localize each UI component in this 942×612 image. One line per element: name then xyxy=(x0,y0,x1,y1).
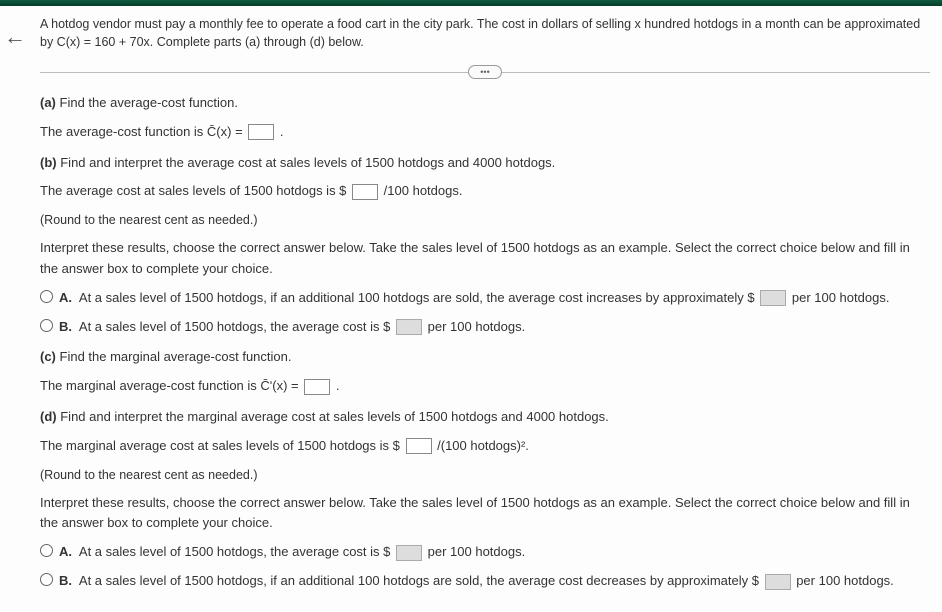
part-b-label: (b) xyxy=(40,155,57,170)
part-b-radio-a[interactable] xyxy=(40,290,53,303)
part-d-input[interactable] xyxy=(406,438,432,454)
part-b-answer-line: The average cost at sales levels of 1500… xyxy=(40,181,930,202)
part-b-line-pre: The average cost at sales levels of 1500… xyxy=(40,183,346,198)
part-c-prompt: (c) Find the marginal average-cost funct… xyxy=(40,347,930,368)
choice-label: A. xyxy=(59,544,72,559)
part-d-interpret: Interpret these results, choose the corr… xyxy=(40,493,930,535)
part-b-choice-a-text: A. At a sales level of 1500 hotdogs, if … xyxy=(59,288,889,309)
choice-pre: At a sales level of 1500 hotdogs, if an … xyxy=(79,290,755,305)
part-d-choice-b-input[interactable] xyxy=(765,574,791,590)
part-b-choice-b-input[interactable] xyxy=(396,319,422,335)
part-b-choice-a-input[interactable] xyxy=(760,290,786,306)
part-d-choice-b-text: B. At a sales level of 1500 hotdogs, if … xyxy=(59,571,894,592)
part-c: (c) Find the marginal average-cost funct… xyxy=(40,347,930,397)
back-arrow-icon[interactable]: ← xyxy=(4,24,26,50)
question-page: A hotdog vendor must pay a monthly fee t… xyxy=(0,6,942,612)
part-b-interpret: Interpret these results, choose the corr… xyxy=(40,238,930,280)
part-a-input[interactable] xyxy=(248,124,274,140)
part-b-choices: A. At a sales level of 1500 hotdogs, if … xyxy=(40,288,930,338)
part-d-choice-b: B. At a sales level of 1500 hotdogs, if … xyxy=(40,571,930,592)
part-b-round-hint: (Round to the nearest cent as needed.) xyxy=(40,210,930,230)
part-d-prompt: (d) Find and interpret the marginal aver… xyxy=(40,407,930,428)
part-d-choices: A. At a sales level of 1500 hotdogs, the… xyxy=(40,542,930,592)
part-d-radio-b[interactable] xyxy=(40,573,53,586)
part-b-choice-b-text: B. At a sales level of 1500 hotdogs, the… xyxy=(59,317,525,338)
part-c-line-post: . xyxy=(336,378,340,393)
part-c-answer-line: The marginal average-cost function is C̄… xyxy=(40,376,930,397)
expand-pill[interactable]: ••• xyxy=(468,65,502,79)
part-d-line-pre: The marginal average cost at sales level… xyxy=(40,438,400,453)
problem-intro: A hotdog vendor must pay a monthly fee t… xyxy=(40,16,930,51)
part-a: (a) Find the average-cost function. The … xyxy=(40,93,930,143)
part-d-line-post: /(100 hotdogs)². xyxy=(437,438,529,453)
part-d-round-hint: (Round to the nearest cent as needed.) xyxy=(40,465,930,485)
part-c-text: Find the marginal average-cost function. xyxy=(60,349,292,364)
part-c-line-pre: The marginal average-cost function is xyxy=(40,378,260,393)
part-a-answer-line: The average-cost function is C̄(x) = . xyxy=(40,122,930,143)
part-d-radio-a[interactable] xyxy=(40,544,53,557)
choice-label: B. xyxy=(59,573,72,588)
choice-pre: At a sales level of 1500 hotdogs, if an … xyxy=(79,573,759,588)
part-b-choice-b: B. At a sales level of 1500 hotdogs, the… xyxy=(40,317,930,338)
choice-post: per 100 hotdogs. xyxy=(792,290,890,305)
divider: ••• xyxy=(40,65,930,79)
choice-post: per 100 hotdogs. xyxy=(428,319,526,334)
choice-label: B. xyxy=(59,319,72,334)
part-c-input[interactable] xyxy=(304,379,330,395)
part-a-line-post: . xyxy=(280,124,284,139)
part-b-text: Find and interpret the average cost at s… xyxy=(60,155,555,170)
choice-post: per 100 hotdogs. xyxy=(428,544,526,559)
part-d-label: (d) xyxy=(40,409,57,424)
part-d: (d) Find and interpret the marginal aver… xyxy=(40,407,930,592)
choice-pre: At a sales level of 1500 hotdogs, the av… xyxy=(79,319,390,334)
part-d-text: Find and interpret the marginal average … xyxy=(60,409,609,424)
part-c-label: (c) xyxy=(40,349,56,364)
choice-post: per 100 hotdogs. xyxy=(796,573,894,588)
part-b-choice-a: A. At a sales level of 1500 hotdogs, if … xyxy=(40,288,930,309)
part-d-choice-a: A. At a sales level of 1500 hotdogs, the… xyxy=(40,542,930,563)
part-a-line-pre: The average-cost function is xyxy=(40,124,207,139)
part-b-radio-b[interactable] xyxy=(40,319,53,332)
part-d-answer-line: The marginal average cost at sales level… xyxy=(40,436,930,457)
part-d-choice-a-text: A. At a sales level of 1500 hotdogs, the… xyxy=(59,542,525,563)
part-a-func: C̄(x) = xyxy=(207,124,246,139)
part-a-prompt: (a) Find the average-cost function. xyxy=(40,93,930,114)
part-a-label: (a) xyxy=(40,95,56,110)
part-b: (b) Find and interpret the average cost … xyxy=(40,153,930,338)
part-b-line-post: /100 hotdogs. xyxy=(384,183,463,198)
choice-label: A. xyxy=(59,290,72,305)
part-a-text: Find the average-cost function. xyxy=(60,95,239,110)
part-b-input[interactable] xyxy=(352,184,378,200)
part-d-choice-a-input[interactable] xyxy=(396,545,422,561)
part-b-prompt: (b) Find and interpret the average cost … xyxy=(40,153,930,174)
choice-pre: At a sales level of 1500 hotdogs, the av… xyxy=(79,544,390,559)
part-c-func: C̄ʹ(x) = xyxy=(260,378,302,393)
